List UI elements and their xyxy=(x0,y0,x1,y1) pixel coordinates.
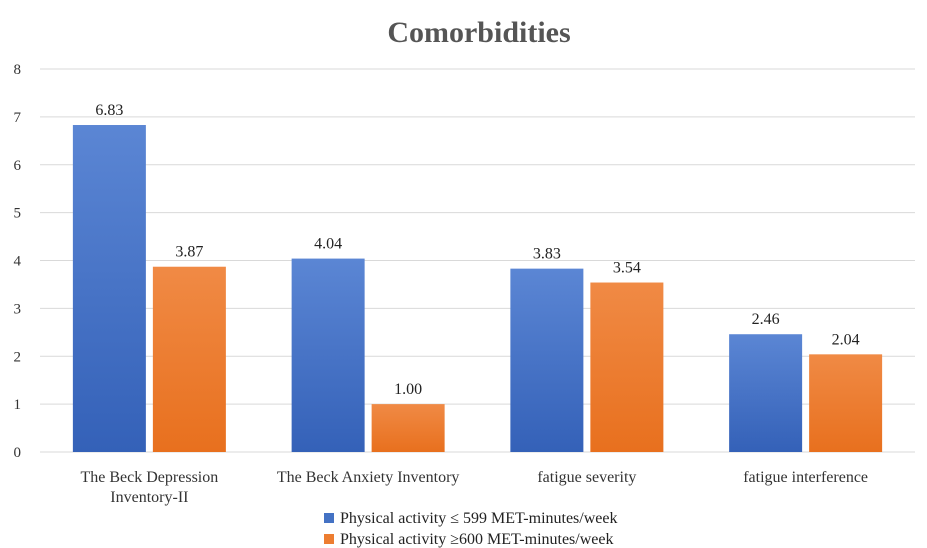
category-label: fatigue severity xyxy=(537,469,636,486)
y-tick-label: 2 xyxy=(14,349,22,365)
y-tick-label: 4 xyxy=(14,254,22,270)
category-label: fatigue interference xyxy=(743,469,868,486)
bar-series-2 xyxy=(809,354,883,452)
legend: Physical activity ≤ 599 MET-minutes/week… xyxy=(324,510,617,548)
legend-label: Physical activity ≤ 599 MET-minutes/week xyxy=(340,510,617,527)
y-tick-label: 8 xyxy=(14,62,22,78)
legend-label: Physical activity ≥600 MET-minutes/week xyxy=(340,531,613,548)
y-tick-label: 7 xyxy=(14,110,22,126)
data-label: 2.46 xyxy=(752,311,780,328)
y-tick-label: 1 xyxy=(14,397,22,413)
legend-swatch xyxy=(324,513,334,523)
legend-swatch xyxy=(324,534,334,544)
data-labels: 6.83 3.87 4.04 1.00 3.83 3.54 2.46 2.04 xyxy=(95,102,859,398)
data-label: 4.04 xyxy=(314,236,342,253)
data-label: 3.87 xyxy=(175,244,203,261)
bar-series-2 xyxy=(590,282,664,452)
bar-series-1 xyxy=(72,125,146,453)
y-tick-label: 6 xyxy=(14,158,22,174)
data-label: 6.83 xyxy=(95,102,123,119)
category-label: The Beck Anxiety Inventory xyxy=(277,469,460,486)
data-label: 1.00 xyxy=(394,381,422,398)
data-label: 3.54 xyxy=(613,260,641,277)
category-label: The Beck Depression xyxy=(81,469,219,486)
bar-series-2 xyxy=(371,404,445,452)
chart-title: Comorbidities xyxy=(387,16,570,49)
category-label: Inventory-II xyxy=(110,489,188,506)
data-label: 2.04 xyxy=(832,331,860,348)
y-tick-label: 5 xyxy=(14,206,22,222)
bar-series-1 xyxy=(729,334,803,452)
bar-series-1 xyxy=(291,258,365,452)
y-tick-label: 0 xyxy=(14,445,22,461)
x-axis-categories: The Beck Depression Inventory-II The Beck … xyxy=(81,469,869,506)
bar-series-2 xyxy=(152,266,226,452)
data-label: 3.83 xyxy=(533,246,561,263)
y-tick-label: 3 xyxy=(14,301,22,317)
y-axis-ticks: 0 1 2 3 4 5 6 7 8 xyxy=(14,62,22,461)
bar-series-1 xyxy=(510,268,584,452)
bars xyxy=(72,125,883,453)
